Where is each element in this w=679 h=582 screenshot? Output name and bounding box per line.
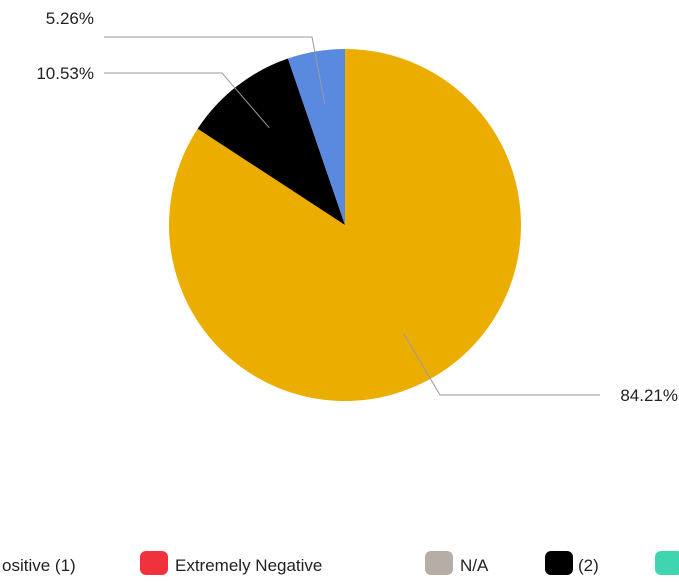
data-labels: 84.21% 10.53% 5.26% [36,9,678,405]
data-label-1: 84.21% [620,386,678,405]
pie-slices [169,49,522,402]
legend: ositive (1) Extremely Negative N/A (2) [2,551,679,575]
legend-label-3: N/A [460,556,489,575]
leader-lines [104,36,600,396]
legend-label-2: Extremely Negative [175,556,322,575]
leader-line-2 [104,72,270,129]
data-label-3: 5.26% [46,9,94,28]
legend-label-1: ositive (1) [2,556,76,575]
leader-line-1 [403,333,600,396]
data-label-2: 10.53% [36,64,94,83]
legend-swatch-5 [655,551,679,575]
pie-slice-3 [287,49,345,225]
legend-swatch-4 [545,551,573,575]
legend-swatch-2 [140,551,168,575]
legend-swatch-3 [425,551,453,575]
pie-slice-1 [169,49,522,402]
pie-slice-2 [197,58,345,225]
legend-label-4: (2) [578,556,599,575]
leader-line-3 [104,36,326,104]
